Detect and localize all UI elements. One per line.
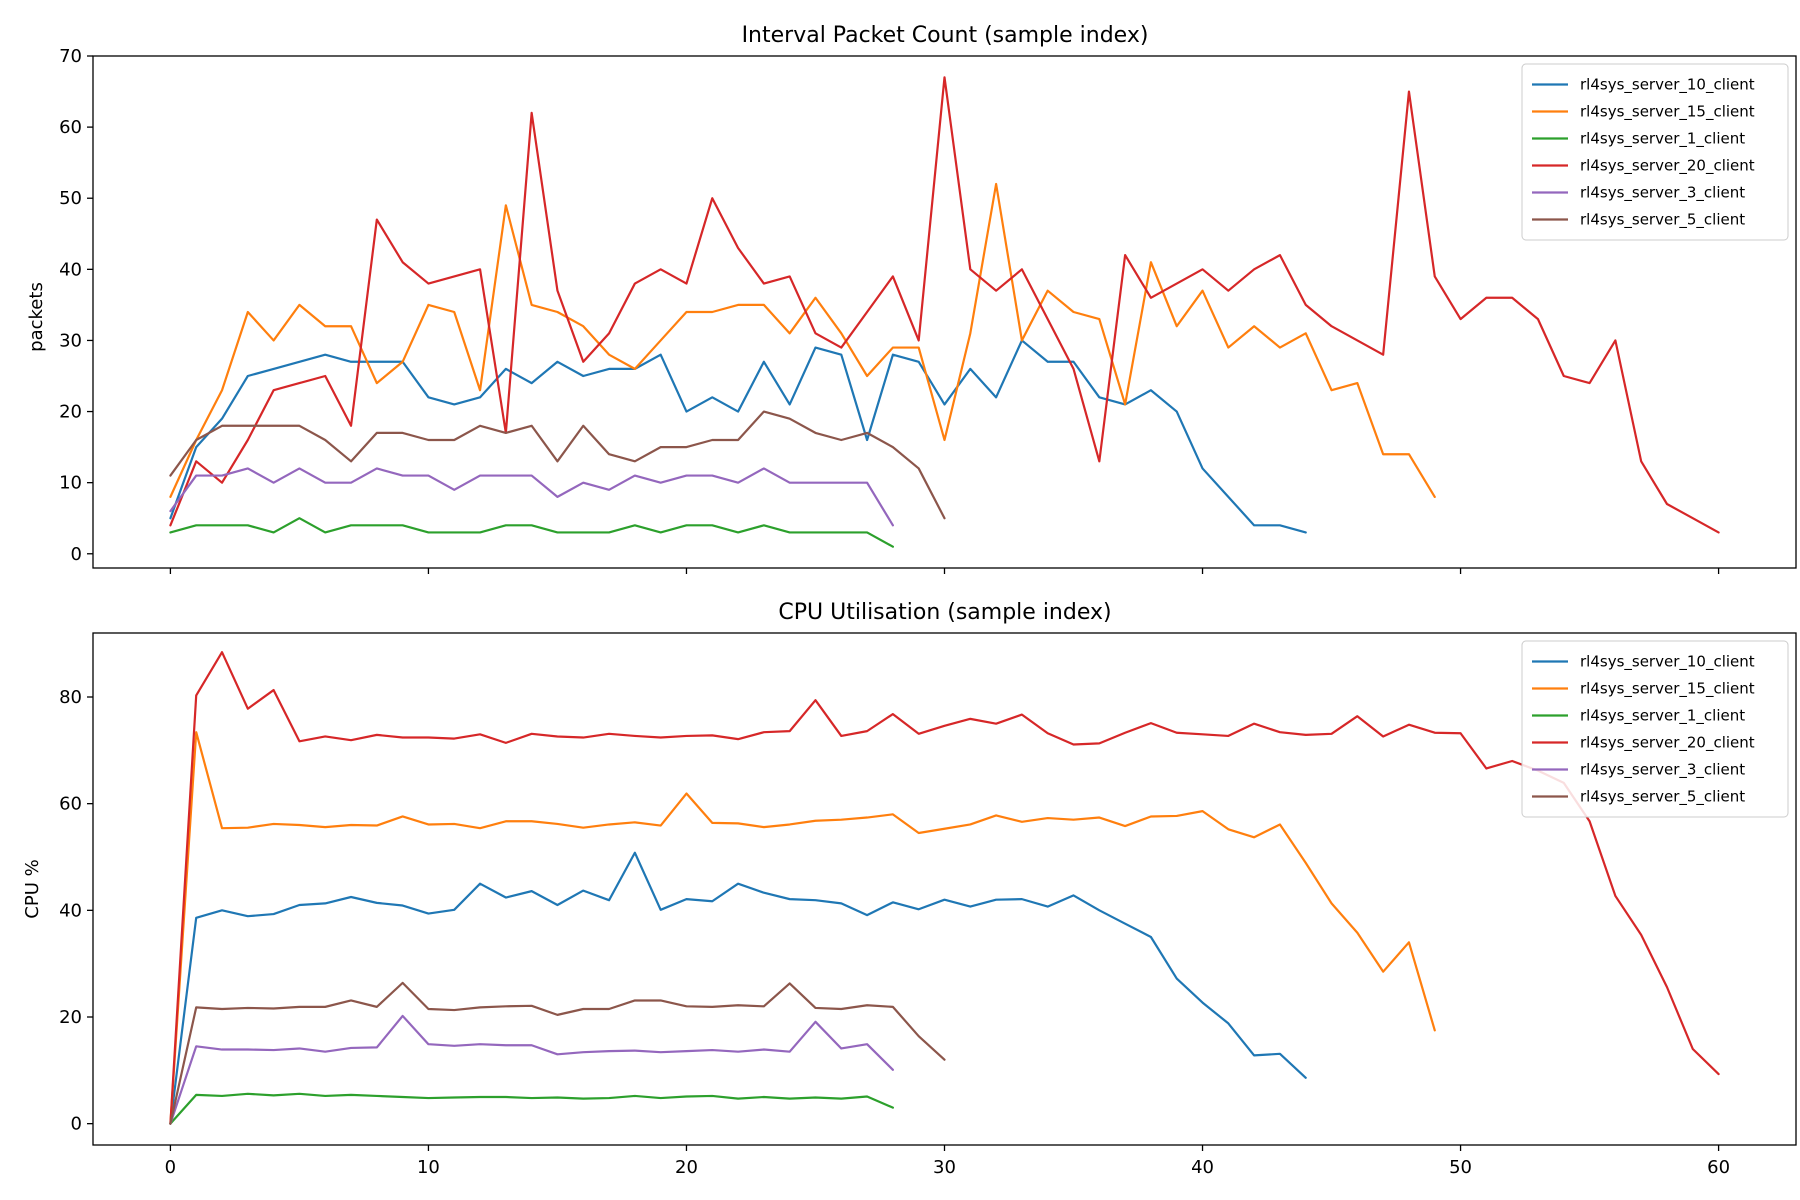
packet-count-y-tick-label: 60: [59, 117, 82, 138]
cpu-utilisation-y-tick-label: 0: [71, 1114, 82, 1135]
packet-count-y-tick-label: 20: [59, 402, 82, 423]
packet-count-y-tick-label: 70: [59, 46, 82, 67]
cpu-utilisation-series-line-rl4sys-server-1-client: [169, 1092, 894, 1125]
packet-count-legend-label: rl4sys_server_5_client: [1580, 211, 1745, 230]
cpu-utilisation-series-line-rl4sys-server-3-client: [169, 1014, 894, 1125]
cpu-utilisation-legend-box: [1521, 640, 1789, 818]
cpu-utilisation-legend-label: rl4sys_server_15_client: [1580, 680, 1755, 699]
cpu-utilisation-y-tick-label: 20: [59, 1007, 82, 1028]
cpu-utilisation-series-line-rl4sys-server-10-client: [169, 851, 1307, 1125]
packet-count-series-line-rl4sys-server-3-client: [169, 467, 894, 527]
cpu-utilisation-x-tick-label: 60: [1707, 1157, 1730, 1178]
packet-count-plot-area: 0 10 20 30 40 50 60 70: [59, 46, 1797, 574]
packet-count-legend-label: rl4sys_server_20_client: [1580, 157, 1755, 176]
cpu-utilisation-y-tick-label: 60: [59, 794, 82, 815]
cpu-utilisation-x-tick-label: 20: [675, 1157, 698, 1178]
packet-count-legend-label: rl4sys_server_15_client: [1580, 103, 1755, 122]
packet-count-legend: rl4sys_server_10_client rl4sys_server_15_…: [1521, 63, 1789, 241]
packet-count-legend-label: rl4sys_server_10_client: [1580, 76, 1755, 95]
packet-count-legend-label: rl4sys_server_3_client: [1580, 184, 1745, 203]
cpu-utilisation-x-tick-label: 30: [933, 1157, 956, 1178]
cpu-utilisation-x-tick-label: 50: [1449, 1157, 1472, 1178]
cpu-utilisation-panel: CPU Utilisation (sample index) CPU % 0 10…: [22, 600, 1797, 1178]
packet-count-series-line-rl4sys-server-20-client: [169, 76, 1720, 534]
packet-count-y-tick-label: 0: [71, 544, 82, 565]
cpu-utilisation-x-tick-label: 0: [165, 1157, 176, 1178]
cpu-utilisation-series-line-rl4sys-server-20-client: [169, 651, 1720, 1125]
cpu-utilisation-title: CPU Utilisation (sample index): [778, 600, 1111, 625]
cpu-utilisation-legend: rl4sys_server_10_client rl4sys_server_15_…: [1521, 640, 1789, 818]
packet-count-y-tick-label: 50: [59, 188, 82, 209]
packet-count-series-line-rl4sys-server-15-client: [169, 182, 1436, 498]
cpu-utilisation-series-line-rl4sys-server-5-client: [169, 981, 946, 1125]
packet-count-legend-label: rl4sys_server_1_client: [1580, 130, 1745, 149]
cpu-utilisation-legend-label: rl4sys_server_20_client: [1580, 734, 1755, 753]
cpu-utilisation-legend-label: rl4sys_server_1_client: [1580, 707, 1745, 726]
cpu-utilisation-x-tick-label: 40: [1191, 1157, 1214, 1178]
packet-count-y-tick-label: 40: [59, 259, 82, 280]
cpu-utilisation-y-tick-label: 80: [59, 687, 82, 708]
cpu-utilisation-x-tick-label: 10: [417, 1157, 440, 1178]
packet-count-series-line-rl4sys-server-5-client: [169, 410, 946, 520]
cpu-utilisation-legend-label: rl4sys_server_5_client: [1580, 788, 1745, 807]
cpu-utilisation-y-tick-label: 40: [59, 900, 82, 921]
cpu-utilisation-plot-area: 0 10 20 30 40 50 60 0 20 40 60 80: [59, 632, 1797, 1178]
packet-count-title: Interval Packet Count (sample index): [742, 23, 1149, 48]
cpu-utilisation-series-line-rl4sys-server-15-client: [169, 731, 1436, 1125]
packet-count-y-tick-label: 30: [59, 330, 82, 351]
packet-count-ylabel: packets: [26, 282, 47, 352]
cpu-utilisation-legend-label: rl4sys_server_3_client: [1580, 761, 1745, 780]
packet-count-series-line-rl4sys-server-1-client: [169, 517, 894, 548]
cpu-utilisation-legend-label: rl4sys_server_10_client: [1580, 653, 1755, 672]
cpu-utilisation-ylabel: CPU %: [22, 859, 43, 918]
packet-count-legend-box: [1521, 63, 1789, 241]
packet-count-y-tick-label: 10: [59, 473, 82, 494]
packet-count-panel: Interval Packet Count (sample index) pac…: [26, 23, 1797, 574]
